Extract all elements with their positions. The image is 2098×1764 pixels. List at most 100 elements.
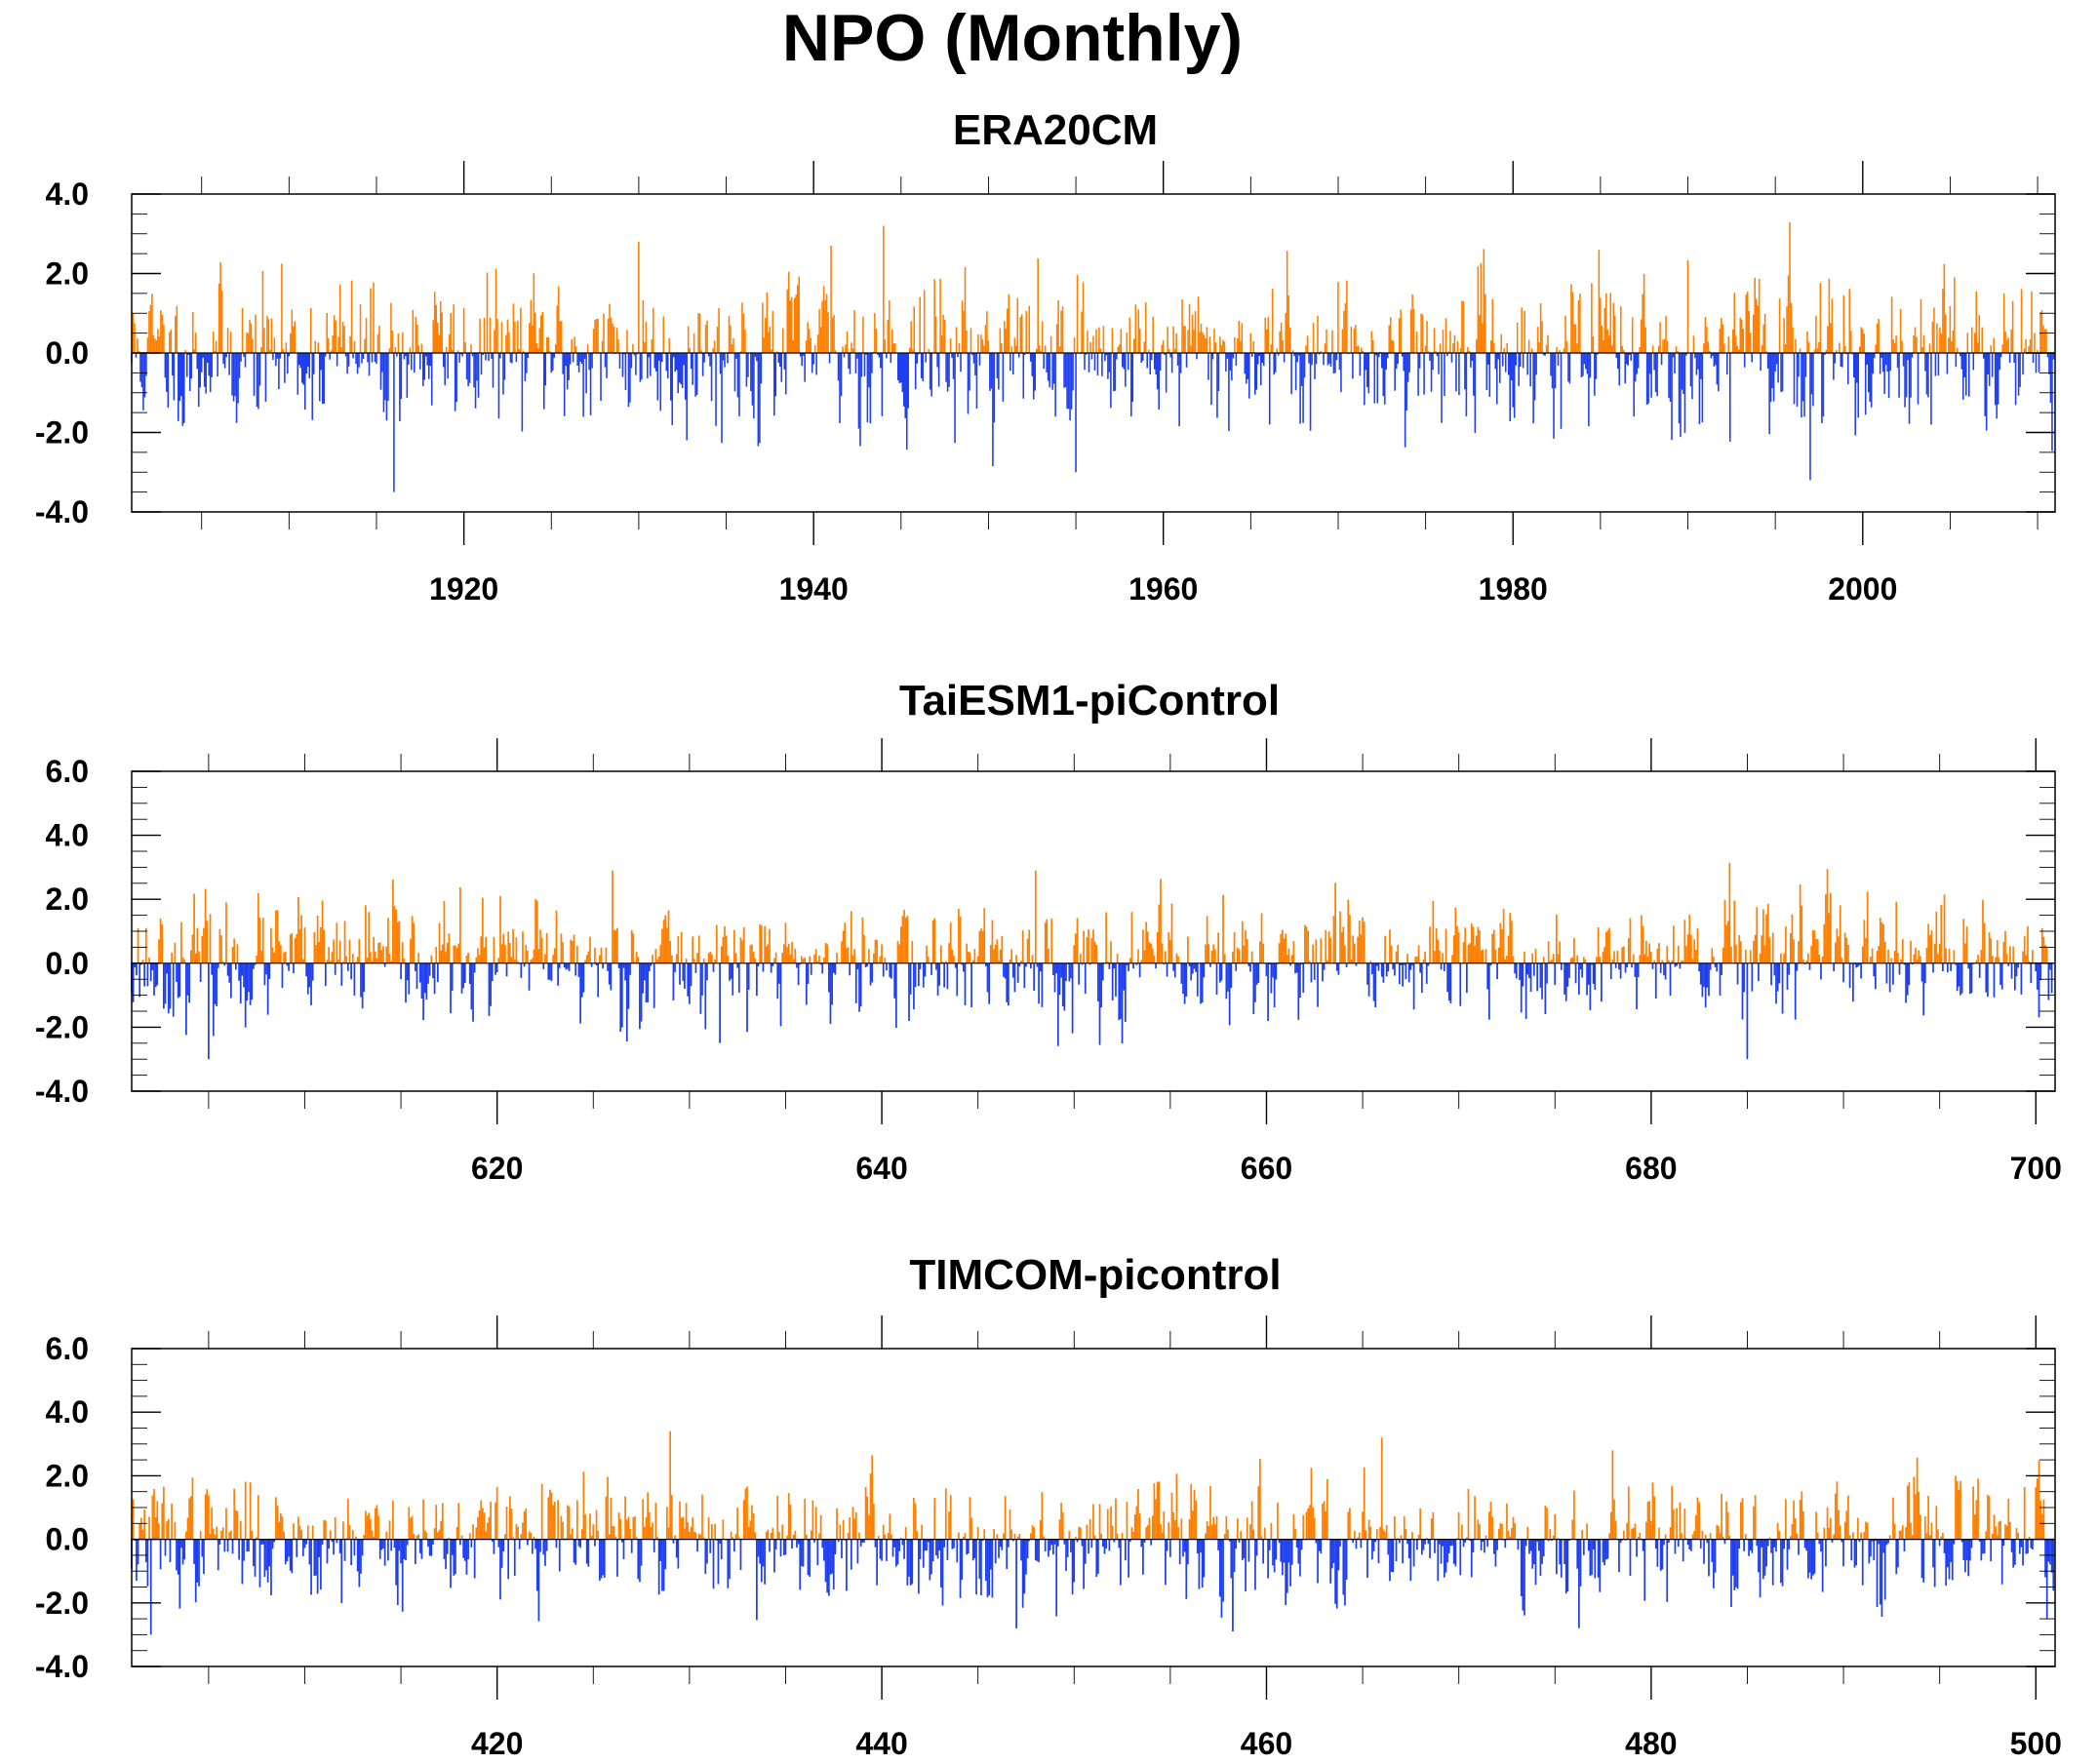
bar-1192 (2040, 927, 2043, 963)
bar-5 (139, 1523, 141, 1540)
bar-134 (326, 313, 328, 353)
bar-133 (343, 921, 346, 963)
bar-1182 (2025, 955, 2028, 963)
bar-1133 (1946, 962, 1949, 973)
bar-662 (1191, 1510, 1194, 1540)
bar-871 (1526, 1526, 1529, 1540)
bar-1219 (1907, 353, 1909, 361)
bar-1085 (1870, 956, 1872, 963)
bar-531 (904, 353, 907, 418)
bar-195 (415, 316, 417, 353)
bar-830 (1340, 353, 1342, 393)
bar-1091 (1879, 918, 1881, 963)
bar-26 (172, 962, 175, 1017)
bar-1142 (1960, 1539, 1963, 1543)
bar-1113 (1752, 314, 1755, 353)
bar-765 (1357, 1537, 1359, 1540)
bar-1291 (2011, 300, 2014, 353)
bar-820 (1326, 329, 1327, 353)
bar-158 (383, 962, 386, 967)
bar-567 (1039, 962, 1042, 972)
bar-1236 (1931, 321, 1934, 353)
bar-525 (971, 960, 974, 963)
bar-813 (1434, 1539, 1436, 1553)
bar-717 (1280, 1539, 1283, 1562)
bar-754 (1339, 911, 1341, 963)
bar-24 (169, 1539, 172, 1562)
bar-803 (1300, 353, 1303, 386)
bar-849 (1491, 1516, 1493, 1540)
bar-903 (1578, 1539, 1580, 1628)
bar-776 (1261, 353, 1264, 364)
bar-352 (644, 342, 646, 353)
bar-611 (1110, 1506, 1112, 1540)
bar-1007 (1744, 949, 1747, 963)
bar-693 (1241, 921, 1244, 963)
bar-682 (1125, 353, 1127, 387)
bar-840 (1477, 926, 1480, 963)
bar-612 (1022, 353, 1025, 399)
bar-269 (523, 350, 525, 353)
bar-988 (1714, 962, 1717, 967)
bar-926 (1480, 263, 1483, 353)
bar-136 (348, 1524, 351, 1540)
bar-597 (1001, 343, 1003, 353)
bar-57 (214, 350, 216, 353)
bar-1126 (1771, 353, 1773, 388)
bar-166 (373, 282, 375, 353)
y-tick-label: 4.0 (46, 1394, 89, 1430)
bar-1142 (1960, 962, 1963, 994)
bar-225 (458, 353, 460, 363)
bar-416 (797, 962, 800, 986)
bar-1074 (1695, 353, 1698, 375)
bar-931 (1487, 353, 1489, 365)
bar-1306 (2034, 333, 2036, 353)
bar-436 (829, 962, 832, 1025)
bar-360 (707, 953, 710, 963)
bar-1009 (1601, 325, 1603, 353)
bar-143 (338, 284, 341, 353)
bar-7 (141, 1529, 144, 1540)
bar-372 (727, 955, 730, 963)
bar-860 (1509, 1536, 1512, 1540)
bar-413 (732, 337, 734, 353)
bar-432 (823, 957, 825, 963)
bar-795 (1405, 962, 1407, 980)
bar-1034 (1637, 353, 1640, 369)
bar-194 (414, 353, 416, 373)
bar-310 (582, 353, 584, 417)
bar-510 (874, 312, 876, 353)
bar-226 (493, 1539, 495, 1554)
bar-738 (1313, 1517, 1316, 1540)
bar-979 (1699, 1539, 1702, 1548)
bar-32 (181, 957, 184, 963)
bar-219 (482, 897, 484, 963)
bar-461 (802, 353, 805, 356)
bar-781 (1382, 1529, 1385, 1540)
bar-983 (1706, 1539, 1709, 1544)
bar-543 (1001, 935, 1004, 963)
bar-931 (1623, 946, 1625, 963)
bar-63 (231, 947, 234, 963)
bar-712 (1168, 348, 1170, 353)
bar-169 (401, 1539, 404, 1612)
bar-171 (379, 353, 382, 390)
bar-623 (1128, 958, 1131, 963)
bar-1118 (1922, 962, 1925, 1016)
bar-33 (178, 353, 181, 402)
bar-473 (819, 327, 822, 353)
bar-253 (535, 1539, 538, 1591)
bar-1289 (2008, 353, 2011, 364)
bar-261 (549, 1489, 551, 1540)
bar-457 (863, 1539, 865, 1543)
bar-939 (1636, 1539, 1638, 1557)
bar-944 (1643, 954, 1646, 963)
bar-88 (258, 353, 261, 386)
bar-935 (1492, 342, 1495, 353)
bar-198 (419, 353, 421, 370)
bar-1029 (1780, 1539, 1782, 1584)
bar-22 (166, 1521, 169, 1540)
bar-892 (1430, 353, 1433, 392)
bar-1076 (1855, 962, 1858, 968)
